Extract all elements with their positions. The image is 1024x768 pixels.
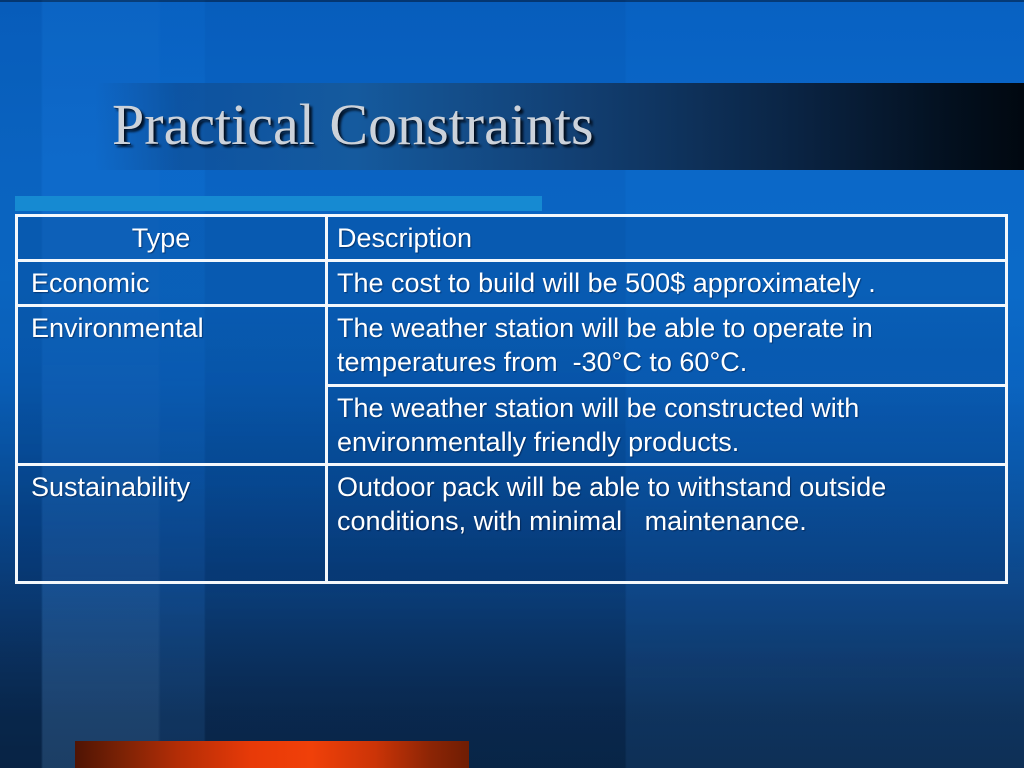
top-edge-line: [0, 0, 1024, 2]
title-banner: [95, 83, 1024, 170]
cell-desc-environmental-2: The weather station will be constructed …: [325, 384, 1008, 467]
cell-type-economic: Economic: [15, 259, 328, 308]
cell-desc-environmental-1: The weather station will be able to oper…: [325, 304, 1008, 388]
table-row-economic: Economic The cost to build will be 500$ …: [15, 259, 1008, 308]
cell-type-sustainability: Sustainability: [15, 463, 328, 585]
table-row-sustainability: Sustainability Outdoor pack will be able…: [15, 463, 1008, 585]
footer-gradient-bar: [75, 741, 469, 768]
slide-title: Practical Constraints: [112, 92, 594, 157]
constraints-table: Type Description Economic The cost to bu…: [15, 213, 1008, 585]
column-header-description: Description: [325, 213, 1008, 263]
cell-desc-sustainability: Outdoor pack will be able to withstand o…: [325, 463, 1008, 585]
table-header-row: Type Description: [15, 213, 1008, 263]
cell-type-environmental: Environmental: [15, 304, 328, 467]
accent-bar: [15, 196, 542, 211]
column-header-type: Type: [15, 213, 328, 263]
cell-desc-economic: The cost to build will be 500$ approxima…: [325, 259, 1008, 308]
table-row-environmental-2: The weather station will be constructed …: [17, 384, 1008, 467]
table-row-environmental-1: Environmental The weather station will b…: [15, 304, 1008, 467]
